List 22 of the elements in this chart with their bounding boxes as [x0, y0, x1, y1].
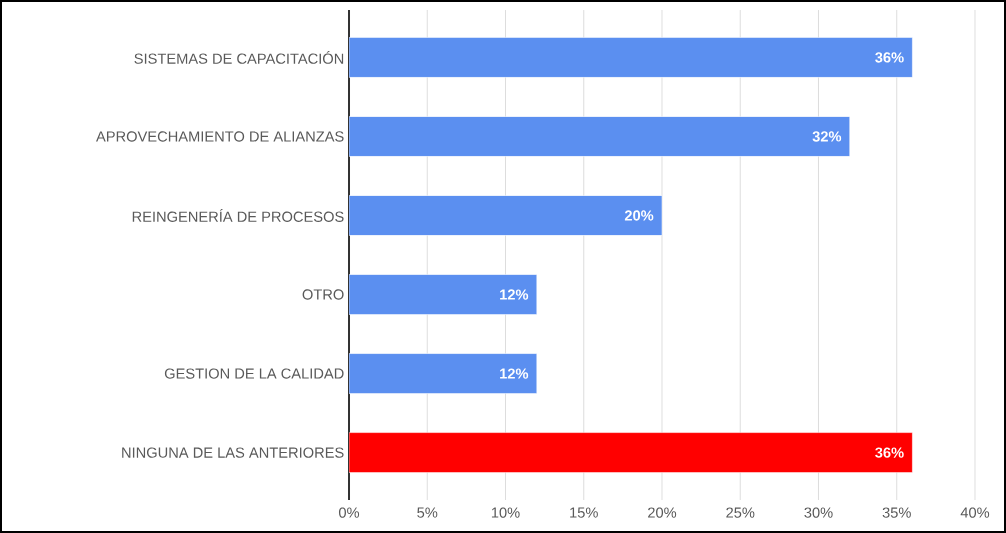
data-label: 36% [875, 52, 904, 63]
x-tick-label: 15% [570, 507, 598, 518]
y-tick-label: NINGUNA DE LAS ANTERIORES [122, 447, 344, 458]
y-tick-label: REINGENERÍA DE PROCESOS [132, 209, 344, 222]
data-label: 20% [624, 210, 654, 221]
x-tick-label: 30% [804, 507, 833, 518]
x-tick-label: 40% [960, 507, 990, 518]
y-tick-label: OTRO [302, 289, 344, 300]
data-label: 36% [875, 447, 904, 458]
bar [349, 432, 913, 473]
x-tick-label: 10% [491, 507, 520, 518]
y-tick-label: GESTION DE LA CALIDAD [164, 368, 344, 379]
data-label: 12% [500, 368, 529, 379]
x-tick-label: 5% [417, 507, 438, 518]
data-label: 12% [500, 289, 529, 300]
x-tick-label: 25% [726, 507, 755, 518]
data-label: 32% [812, 131, 842, 142]
y-tick-label: SISTEMAS DE CAPACITACIÓN [134, 51, 344, 64]
x-tick-label: 20% [648, 507, 677, 518]
y-tick-label: APROVECHAMIENTO DE ALIANZAS [96, 131, 344, 142]
x-tick-label: 35% [882, 507, 911, 518]
x-tick-label: 0% [338, 507, 360, 518]
